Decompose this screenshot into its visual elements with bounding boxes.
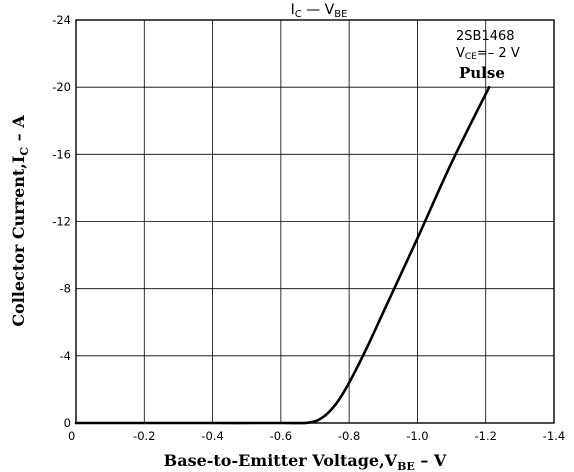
x-tick-label: -1.4 bbox=[543, 429, 565, 443]
annotation-vce-pre: V bbox=[456, 46, 465, 61]
x-tick-label: -0.8 bbox=[338, 429, 360, 443]
y-tick-label: -4 bbox=[60, 349, 71, 363]
x-tick-label: 0 bbox=[68, 429, 75, 443]
chart-title-var-sub: BE bbox=[334, 9, 347, 20]
y-tick-label: -20 bbox=[52, 80, 71, 94]
x-tick-label: -1.0 bbox=[406, 429, 428, 443]
x-tick-label: -0.2 bbox=[133, 429, 155, 443]
y-tick-label: -8 bbox=[60, 282, 71, 296]
chart-title-main-sub: C bbox=[295, 9, 302, 20]
y-axis-label-pre: Collector Current,I bbox=[9, 156, 28, 327]
plot-frame bbox=[75, 19, 555, 424]
chart-title-main: I bbox=[291, 2, 295, 18]
x-axis-label-post: – V bbox=[415, 451, 447, 470]
series-line bbox=[74, 85, 491, 425]
y-tick-label: -24 bbox=[52, 13, 71, 27]
grid bbox=[76, 20, 554, 423]
annotation-vce: VCE=– 2 V bbox=[456, 46, 520, 62]
y-axis-label-sub: C bbox=[18, 147, 31, 156]
annotation-mode: Pulse bbox=[459, 64, 505, 82]
chart-title-var: V bbox=[325, 2, 335, 18]
y-tick-label: -12 bbox=[52, 215, 71, 229]
x-axis-label: Base-to-Emitter Voltage,VBE – V bbox=[164, 451, 447, 472]
x-tick-labels: 0 -0.2 -0.4 -0.6 -0.8 -1.0 -1.2 -1.4 bbox=[68, 429, 565, 443]
y-tick-label: 0 bbox=[64, 416, 71, 430]
annotation-part: 2SB1468 bbox=[456, 29, 515, 44]
y-axis-label-post: – A bbox=[9, 115, 28, 147]
y-tick-labels: 0 -4 -8 -12 -16 -20 -24 bbox=[52, 13, 71, 430]
annotation-vce-post: =– 2 V bbox=[477, 46, 520, 61]
chart-title: IC — VBE bbox=[291, 2, 348, 20]
x-axis-label-sub: BE bbox=[397, 460, 415, 472]
x-axis-label-pre: Base-to-Emitter Voltage,V bbox=[164, 451, 398, 470]
y-tick-label: -16 bbox=[52, 147, 71, 161]
y-axis-label: Collector Current,IC – A bbox=[9, 115, 31, 327]
x-tick-label: -0.4 bbox=[201, 429, 223, 443]
x-tick-label: -1.2 bbox=[474, 429, 496, 443]
x-tick-label: -0.6 bbox=[270, 429, 292, 443]
chart-title-dash: — bbox=[306, 2, 320, 18]
annotation-vce-sub: CE bbox=[465, 52, 477, 62]
